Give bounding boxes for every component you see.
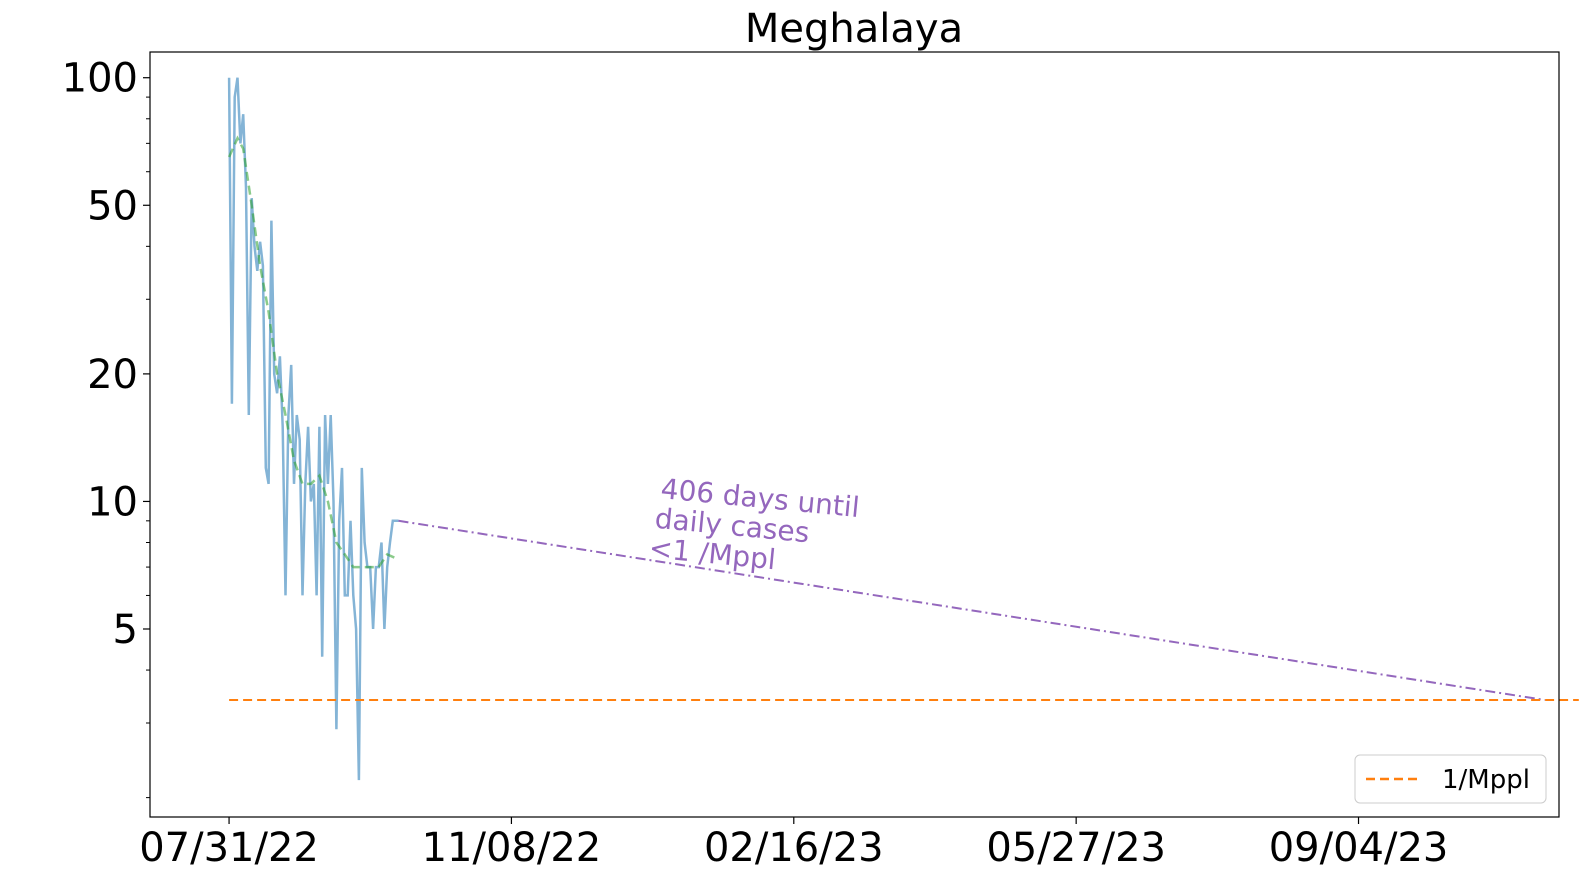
series-line-2 [398,519,1546,701]
y-tick-label: 5 [113,607,138,653]
x-tick-label: 07/31/22 [139,825,319,871]
legend: 1/Mppl [1354,754,1547,804]
x-tick-label: 05/27/23 [986,825,1166,871]
y-tick-label: 20 [87,352,138,398]
y-tick-label: 10 [87,479,138,525]
legend-label: 1/Mppl [1442,765,1530,795]
x-tick-label: 02/16/23 [704,825,884,871]
legend-box [1354,754,1547,804]
chart-title: Meghalaya [745,6,963,52]
y-tick-label: 100 [62,56,138,102]
series-layer [227,77,1579,781]
y-tick-label: 50 [87,183,138,229]
plot-frame [149,51,1560,818]
x-tick-label: 09/04/23 [1269,825,1449,871]
y-axis: 5 10 20 50 100 [62,56,150,799]
x-tick-label: 11/08/22 [422,825,602,871]
series-line-1 [227,135,400,569]
x-axis: 07/31/22 11/08/22 02/16/23 05/27/23 09/04/23 [139,817,1448,871]
